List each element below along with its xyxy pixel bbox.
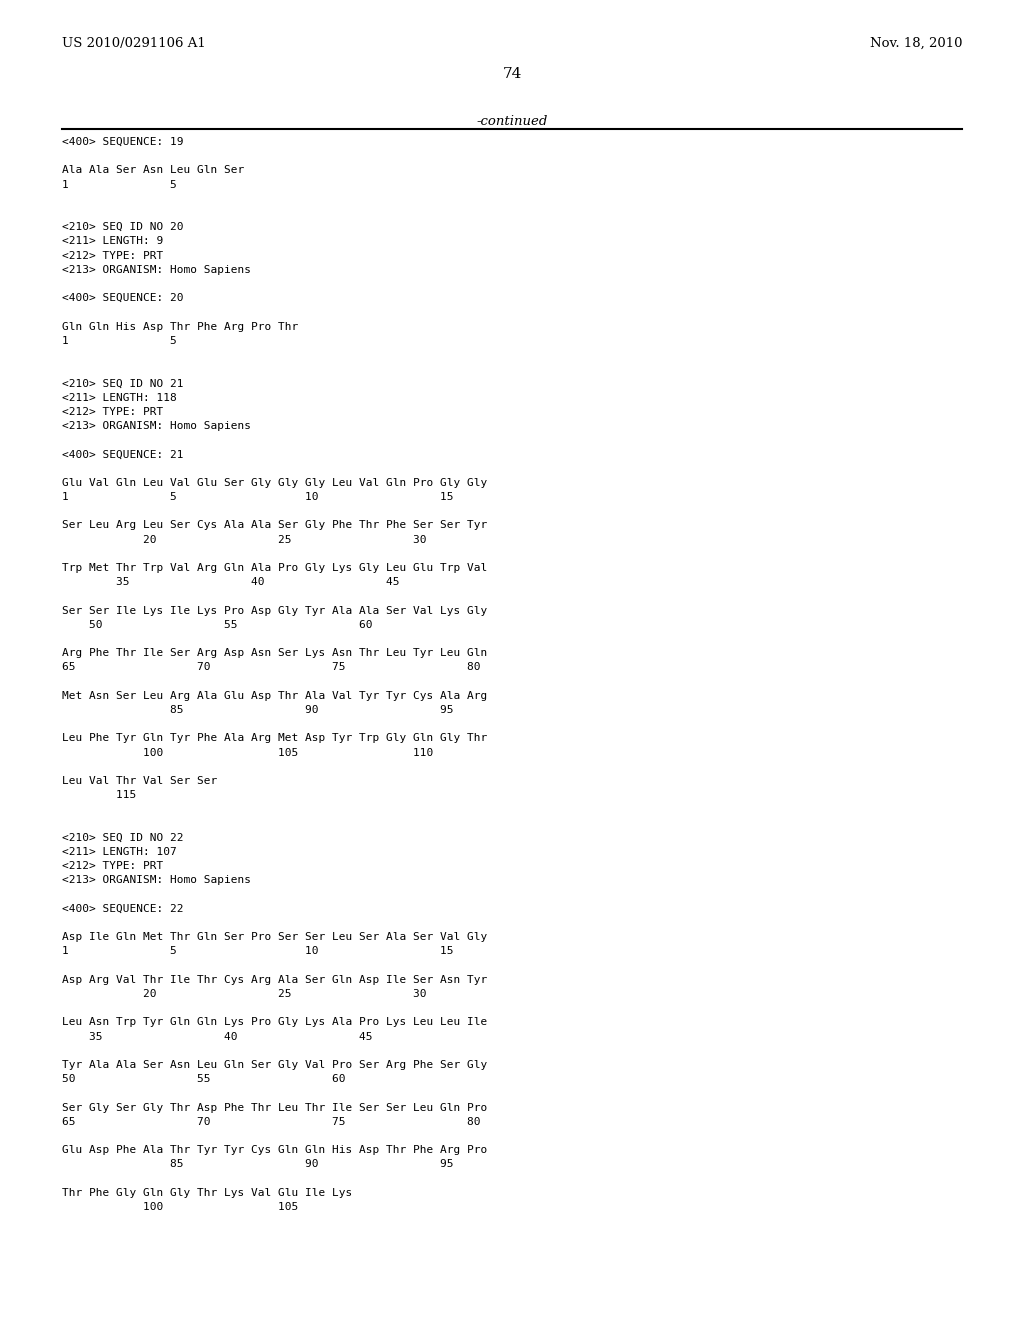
Text: 50                  55                  60: 50 55 60 <box>62 1074 345 1084</box>
Text: <210> SEQ ID NO 22: <210> SEQ ID NO 22 <box>62 833 183 842</box>
Text: 100                 105: 100 105 <box>62 1203 298 1212</box>
Text: 35                  40                  45: 35 40 45 <box>62 577 399 587</box>
Text: 50                  55                  60: 50 55 60 <box>62 620 373 630</box>
Text: Glu Val Gln Leu Val Glu Ser Gly Gly Gly Leu Val Gln Pro Gly Gly: Glu Val Gln Leu Val Glu Ser Gly Gly Gly … <box>62 478 487 488</box>
Text: <212> TYPE: PRT: <212> TYPE: PRT <box>62 861 163 871</box>
Text: Met Asn Ser Leu Arg Ala Glu Asp Thr Ala Val Tyr Tyr Cys Ala Arg: Met Asn Ser Leu Arg Ala Glu Asp Thr Ala … <box>62 690 487 701</box>
Text: 85                  90                  95: 85 90 95 <box>62 1159 454 1170</box>
Text: Gln Gln His Asp Thr Phe Arg Pro Thr: Gln Gln His Asp Thr Phe Arg Pro Thr <box>62 322 298 331</box>
Text: Ser Leu Arg Leu Ser Cys Ala Ala Ser Gly Phe Thr Phe Ser Ser Tyr: Ser Leu Arg Leu Ser Cys Ala Ala Ser Gly … <box>62 520 487 531</box>
Text: <212> TYPE: PRT: <212> TYPE: PRT <box>62 251 163 260</box>
Text: Asp Ile Gln Met Thr Gln Ser Pro Ser Ser Leu Ser Ala Ser Val Gly: Asp Ile Gln Met Thr Gln Ser Pro Ser Ser … <box>62 932 487 942</box>
Text: 20                  25                  30: 20 25 30 <box>62 989 427 999</box>
Text: Ala Ala Ser Asn Leu Gln Ser: Ala Ala Ser Asn Leu Gln Ser <box>62 165 245 176</box>
Text: 20                  25                  30: 20 25 30 <box>62 535 427 545</box>
Text: <213> ORGANISM: Homo Sapiens: <213> ORGANISM: Homo Sapiens <box>62 265 251 275</box>
Text: US 2010/0291106 A1: US 2010/0291106 A1 <box>62 37 206 50</box>
Text: <400> SEQUENCE: 22: <400> SEQUENCE: 22 <box>62 904 183 913</box>
Text: 100                 105                 110: 100 105 110 <box>62 747 433 758</box>
Text: <213> ORGANISM: Homo Sapiens: <213> ORGANISM: Homo Sapiens <box>62 421 251 432</box>
Text: 1               5                   10                  15: 1 5 10 15 <box>62 946 454 957</box>
Text: <211> LENGTH: 9: <211> LENGTH: 9 <box>62 236 163 247</box>
Text: Arg Phe Thr Ile Ser Arg Asp Asn Ser Lys Asn Thr Leu Tyr Leu Gln: Arg Phe Thr Ile Ser Arg Asp Asn Ser Lys … <box>62 648 487 659</box>
Text: 74: 74 <box>503 67 521 81</box>
Text: 65                  70                  75                  80: 65 70 75 80 <box>62 663 480 672</box>
Text: 65                  70                  75                  80: 65 70 75 80 <box>62 1117 480 1127</box>
Text: Ser Ser Ile Lys Ile Lys Pro Asp Gly Tyr Ala Ala Ser Val Lys Gly: Ser Ser Ile Lys Ile Lys Pro Asp Gly Tyr … <box>62 606 487 615</box>
Text: <210> SEQ ID NO 20: <210> SEQ ID NO 20 <box>62 222 183 232</box>
Text: 115: 115 <box>62 791 136 800</box>
Text: 1               5: 1 5 <box>62 335 177 346</box>
Text: Nov. 18, 2010: Nov. 18, 2010 <box>869 37 962 50</box>
Text: Asp Arg Val Thr Ile Thr Cys Arg Ala Ser Gln Asp Ile Ser Asn Tyr: Asp Arg Val Thr Ile Thr Cys Arg Ala Ser … <box>62 974 487 985</box>
Text: <400> SEQUENCE: 20: <400> SEQUENCE: 20 <box>62 293 183 304</box>
Text: Glu Asp Phe Ala Thr Tyr Tyr Cys Gln Gln His Asp Thr Phe Arg Pro: Glu Asp Phe Ala Thr Tyr Tyr Cys Gln Gln … <box>62 1146 487 1155</box>
Text: <400> SEQUENCE: 19: <400> SEQUENCE: 19 <box>62 137 183 147</box>
Text: -continued: -continued <box>476 115 548 128</box>
Text: <400> SEQUENCE: 21: <400> SEQUENCE: 21 <box>62 449 183 459</box>
Text: 35                  40                  45: 35 40 45 <box>62 1032 373 1041</box>
Text: Thr Phe Gly Gln Gly Thr Lys Val Glu Ile Lys: Thr Phe Gly Gln Gly Thr Lys Val Glu Ile … <box>62 1188 352 1197</box>
Text: <210> SEQ ID NO 21: <210> SEQ ID NO 21 <box>62 379 183 388</box>
Text: Ser Gly Ser Gly Thr Asp Phe Thr Leu Thr Ile Ser Ser Leu Gln Pro: Ser Gly Ser Gly Thr Asp Phe Thr Leu Thr … <box>62 1102 487 1113</box>
Text: 85                  90                  95: 85 90 95 <box>62 705 454 715</box>
Text: Tyr Ala Ala Ser Asn Leu Gln Ser Gly Val Pro Ser Arg Phe Ser Gly: Tyr Ala Ala Ser Asn Leu Gln Ser Gly Val … <box>62 1060 487 1071</box>
Text: 1               5: 1 5 <box>62 180 177 190</box>
Text: 1               5                   10                  15: 1 5 10 15 <box>62 492 454 502</box>
Text: Trp Met Thr Trp Val Arg Gln Ala Pro Gly Lys Gly Leu Glu Trp Val: Trp Met Thr Trp Val Arg Gln Ala Pro Gly … <box>62 564 487 573</box>
Text: <211> LENGTH: 107: <211> LENGTH: 107 <box>62 847 177 857</box>
Text: Leu Val Thr Val Ser Ser: Leu Val Thr Val Ser Ser <box>62 776 217 785</box>
Text: Leu Asn Trp Tyr Gln Gln Lys Pro Gly Lys Ala Pro Lys Leu Leu Ile: Leu Asn Trp Tyr Gln Gln Lys Pro Gly Lys … <box>62 1018 487 1027</box>
Text: <212> TYPE: PRT: <212> TYPE: PRT <box>62 407 163 417</box>
Text: <211> LENGTH: 118: <211> LENGTH: 118 <box>62 392 177 403</box>
Text: Leu Phe Tyr Gln Tyr Phe Ala Arg Met Asp Tyr Trp Gly Gln Gly Thr: Leu Phe Tyr Gln Tyr Phe Ala Arg Met Asp … <box>62 734 487 743</box>
Text: <213> ORGANISM: Homo Sapiens: <213> ORGANISM: Homo Sapiens <box>62 875 251 886</box>
